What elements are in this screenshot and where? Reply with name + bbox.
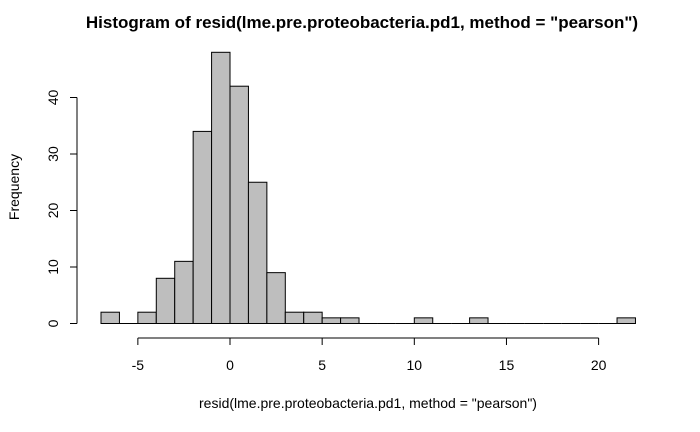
y-tick-label: 30 [45, 146, 61, 162]
x-axis: -5 0 5 10 15 20 [132, 337, 607, 373]
histogram-bar [284, 311, 305, 325]
y-tick-label: 10 [45, 259, 61, 275]
histogram-bar [413, 317, 434, 325]
y-tick-label: 40 [45, 90, 61, 106]
y-tick-label: 0 [45, 319, 61, 327]
histogram-bar [616, 317, 636, 325]
histogram-bar [266, 272, 286, 324]
y-axis: 0 10 20 30 40 [45, 90, 78, 327]
histogram-bar [137, 311, 157, 325]
histogram-bar [321, 317, 342, 325]
histogram-bar [247, 181, 268, 324]
histogram-bar [192, 130, 213, 324]
histogram-bar [340, 317, 360, 325]
x-tick-label: 0 [226, 357, 234, 373]
histogram-bar [469, 317, 489, 325]
x-tick-label: 20 [591, 357, 607, 373]
x-tick-label: 15 [499, 357, 515, 373]
histogram-bar [211, 51, 231, 325]
histogram-bar [229, 85, 249, 324]
histogram-bar [303, 311, 323, 325]
x-tick-label: 10 [407, 357, 423, 373]
chart-title: Histogram of resid(lme.pre.proteobacteri… [86, 13, 638, 32]
histogram-bar [174, 260, 194, 325]
x-axis-label: resid(lme.pre.proteobacteria.pd1, method… [199, 395, 537, 411]
y-axis-label: Frequency [6, 154, 22, 220]
bars-group [100, 51, 636, 325]
x-tick-label: 5 [318, 357, 326, 373]
y-tick-label: 20 [45, 203, 61, 219]
histogram-bar [100, 311, 120, 325]
histogram-bar [155, 277, 176, 324]
x-tick-label: -5 [132, 357, 145, 373]
